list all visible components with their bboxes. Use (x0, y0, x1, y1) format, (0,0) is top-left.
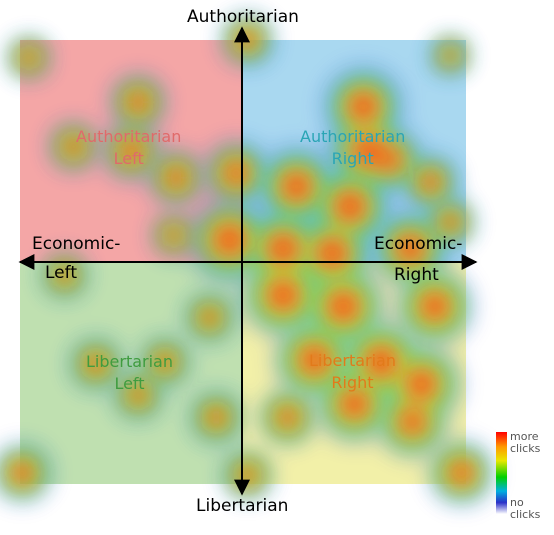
legend-label-low: no clicks (510, 497, 540, 521)
heat-hotspot (285, 175, 308, 198)
heat-hotspot (443, 215, 458, 230)
heat-hotspot (217, 227, 242, 252)
heat-hotspot (58, 268, 72, 282)
heat-hotspot (422, 174, 439, 190)
heat-hotspot (202, 310, 217, 325)
heat-hotspot (380, 150, 400, 170)
quadrant-label-line: Left (113, 149, 144, 168)
heat-hotspot (271, 236, 296, 261)
quadrant-label-line: Left (114, 374, 145, 393)
quadrant-label-line: Right (331, 149, 374, 168)
quadrant-label-libertarian-left: Libertarian Left (86, 351, 173, 395)
heat-hotspot (208, 409, 224, 425)
heat-hotspot (131, 388, 146, 403)
heat-hotspot (409, 372, 433, 396)
heat-hotspot (168, 169, 185, 186)
heat-band (13, 32, 471, 483)
quadrant-label-line: Libertarian (86, 352, 173, 371)
heat-hotspot (130, 94, 147, 111)
legend-label-line: clicks (510, 442, 541, 455)
heat-hotspot (302, 348, 326, 372)
quadrant-label-line: Libertarian (309, 351, 396, 370)
heat-hotspot (338, 194, 362, 219)
quadrant-label-line: Authoritarian (76, 127, 182, 146)
axis-label-right-line2: Right (394, 265, 439, 285)
axis-label-left-line1: Economic- (32, 234, 121, 254)
axis-label-bottom: Libertarian (196, 496, 289, 516)
heat-hotspot (167, 229, 181, 242)
legend-color-bar (496, 432, 507, 514)
quadrant-label-authoritarian-left: Authoritarian Left (76, 126, 181, 170)
heat-hotspot (356, 139, 380, 163)
heat-hotspot (22, 51, 36, 64)
quadrant-label-libertarian-right: Libertarian Right (309, 350, 396, 394)
legend-label-line: clicks (510, 508, 541, 521)
legend-label-high: more clicks (510, 431, 540, 455)
heat-hotspot (66, 139, 81, 154)
legend-label-line: no (510, 496, 524, 509)
quadrant-label-line: Right (331, 373, 374, 392)
heat-hotspot (343, 393, 366, 416)
axis-label-top: Authoritarian (187, 7, 299, 27)
heat-hotspot (452, 463, 471, 483)
axis-label-right-line1: Economic- (374, 234, 463, 254)
quadrant-label-line: Authoritarian (300, 127, 406, 146)
heat-hotspot (369, 350, 394, 374)
heat-hotspot (402, 411, 423, 432)
axes (18, 26, 478, 496)
heat-hotspot (13, 464, 31, 482)
heat-hotspot (351, 95, 375, 119)
axis-label-left-line2: Left (45, 263, 77, 283)
heat-hotspot (423, 295, 446, 318)
quadrant-label-authoritarian-right: Authoritarian Right (300, 126, 405, 170)
heat-hotspot (444, 49, 457, 62)
heat-hotspot (123, 142, 140, 160)
heat-hotspot (279, 409, 296, 426)
heat-hotspot (331, 294, 356, 319)
heat-hotspot (88, 356, 104, 372)
heat-hotspot (157, 354, 172, 369)
heat-hotspot (271, 283, 296, 308)
legend-label-line: more (510, 430, 539, 443)
